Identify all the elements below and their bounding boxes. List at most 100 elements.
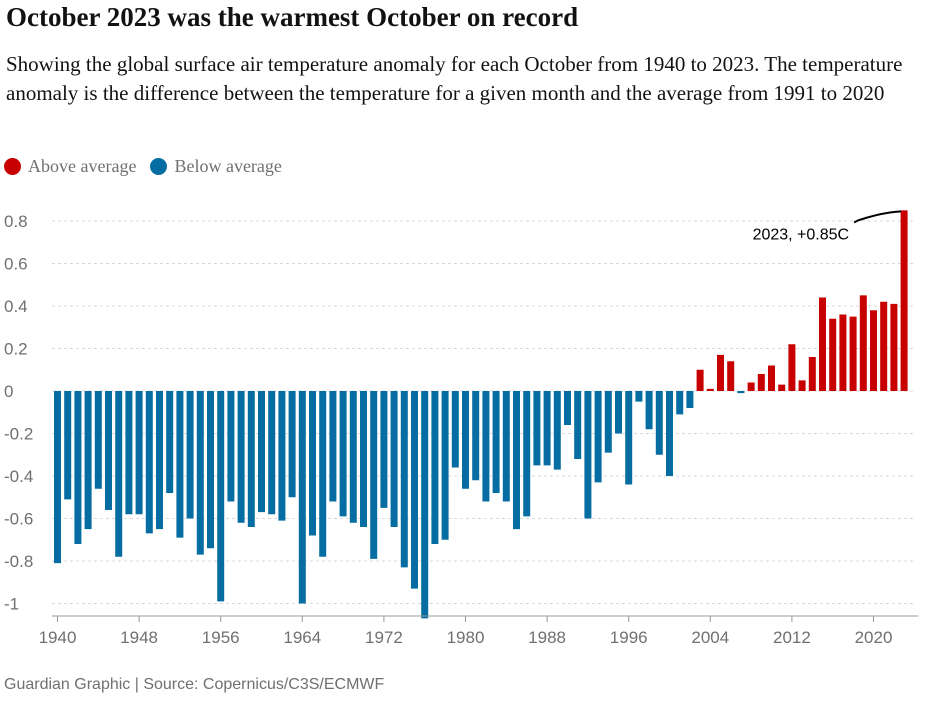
bar — [676, 391, 684, 415]
x-tick-label: 1956 — [202, 628, 240, 647]
bar — [859, 295, 867, 391]
y-tick-label: 0.6 — [4, 255, 28, 274]
bar — [870, 310, 877, 391]
bar — [482, 391, 490, 502]
bar — [839, 314, 847, 391]
bar — [737, 391, 745, 394]
legend-item-above: Above average — [4, 156, 136, 177]
bar — [319, 391, 327, 557]
y-tick-label: 0 — [4, 382, 13, 401]
bar — [166, 391, 174, 493]
bar — [288, 391, 296, 498]
x-tick-label: 2012 — [773, 628, 811, 647]
annotation-label: 2023, +0.85C — [753, 226, 850, 243]
bar — [54, 391, 61, 564]
source-credit: Guardian Graphic | Source: Copernicus/C3… — [4, 676, 385, 693]
bar — [329, 391, 337, 502]
bar — [421, 391, 429, 619]
chart-subtitle: Showing the global surface air temperatu… — [6, 52, 903, 105]
bar — [564, 391, 571, 425]
bar — [594, 391, 602, 483]
x-tick-label: 1988 — [528, 628, 566, 647]
y-tick-label: -0.6 — [4, 510, 33, 529]
y-tick-label: -0.4 — [4, 467, 33, 486]
bar — [115, 391, 123, 557]
bar — [268, 391, 276, 515]
above-average-swatch — [4, 158, 21, 175]
y-tick-label: 0.4 — [4, 297, 28, 316]
bar — [696, 369, 704, 391]
bar — [502, 391, 510, 502]
x-tick-label: 2020 — [855, 628, 893, 647]
x-tick-label: 1972 — [365, 628, 403, 647]
annotation-leader-line — [853, 210, 902, 224]
bar — [105, 391, 112, 510]
bar — [829, 318, 837, 391]
bar — [584, 391, 592, 519]
bar — [574, 391, 582, 459]
bar — [492, 391, 500, 493]
bar — [237, 391, 245, 523]
bar — [411, 391, 418, 589]
bar — [900, 210, 908, 391]
bar — [186, 391, 194, 519]
bar — [135, 391, 143, 515]
bar — [727, 361, 735, 391]
bar — [64, 391, 72, 500]
bar — [125, 391, 133, 515]
bar — [258, 391, 265, 513]
bar — [247, 391, 255, 527]
bar — [84, 391, 92, 530]
bar — [156, 391, 163, 530]
bar — [686, 391, 694, 408]
bar — [635, 391, 643, 402]
bar — [717, 354, 724, 391]
y-tick-label: -1 — [4, 595, 19, 614]
bar — [309, 391, 316, 536]
above-average-label: Above average — [28, 156, 137, 176]
x-tick-label: 1980 — [447, 628, 485, 647]
bar — [380, 391, 388, 508]
bar — [513, 391, 520, 530]
bar — [655, 391, 663, 455]
bar — [778, 384, 786, 391]
legend-item-below: Below average — [150, 156, 282, 177]
x-tick-label: 1996 — [610, 628, 648, 647]
bar — [431, 391, 439, 544]
bar — [400, 391, 408, 568]
bar-chart: 0.8 0.6 0.4 0.2 0 -0.2 -0.4 -0.6 -0.8 -1 1940 1948 1… — [4, 210, 918, 647]
bar — [74, 391, 82, 544]
bar — [360, 391, 367, 527]
bar — [798, 380, 806, 391]
bar — [94, 391, 102, 489]
bar — [472, 391, 480, 481]
bar — [543, 391, 551, 466]
bar — [808, 357, 816, 391]
bar — [462, 391, 469, 489]
bar — [533, 391, 541, 466]
bar — [176, 391, 184, 538]
bar — [645, 391, 653, 430]
x-tick-label: 1948 — [120, 628, 158, 647]
y-tick-label: -0.8 — [4, 552, 33, 571]
bar — [349, 391, 357, 523]
bar — [145, 391, 153, 534]
bar — [666, 391, 673, 476]
below-average-swatch — [150, 158, 168, 175]
bar — [625, 391, 633, 485]
bar — [196, 391, 204, 555]
bar — [819, 297, 826, 391]
below-average-label: Below average — [174, 156, 282, 176]
bar — [553, 391, 561, 470]
bar — [615, 391, 622, 434]
bar — [227, 391, 235, 502]
bar — [441, 391, 449, 540]
x-tick-label: 1964 — [283, 628, 321, 647]
bar — [849, 316, 857, 391]
bar — [788, 344, 796, 391]
bar — [207, 391, 214, 549]
bar — [339, 391, 347, 517]
bar — [217, 391, 225, 602]
bar — [757, 374, 765, 391]
bar — [298, 391, 306, 604]
